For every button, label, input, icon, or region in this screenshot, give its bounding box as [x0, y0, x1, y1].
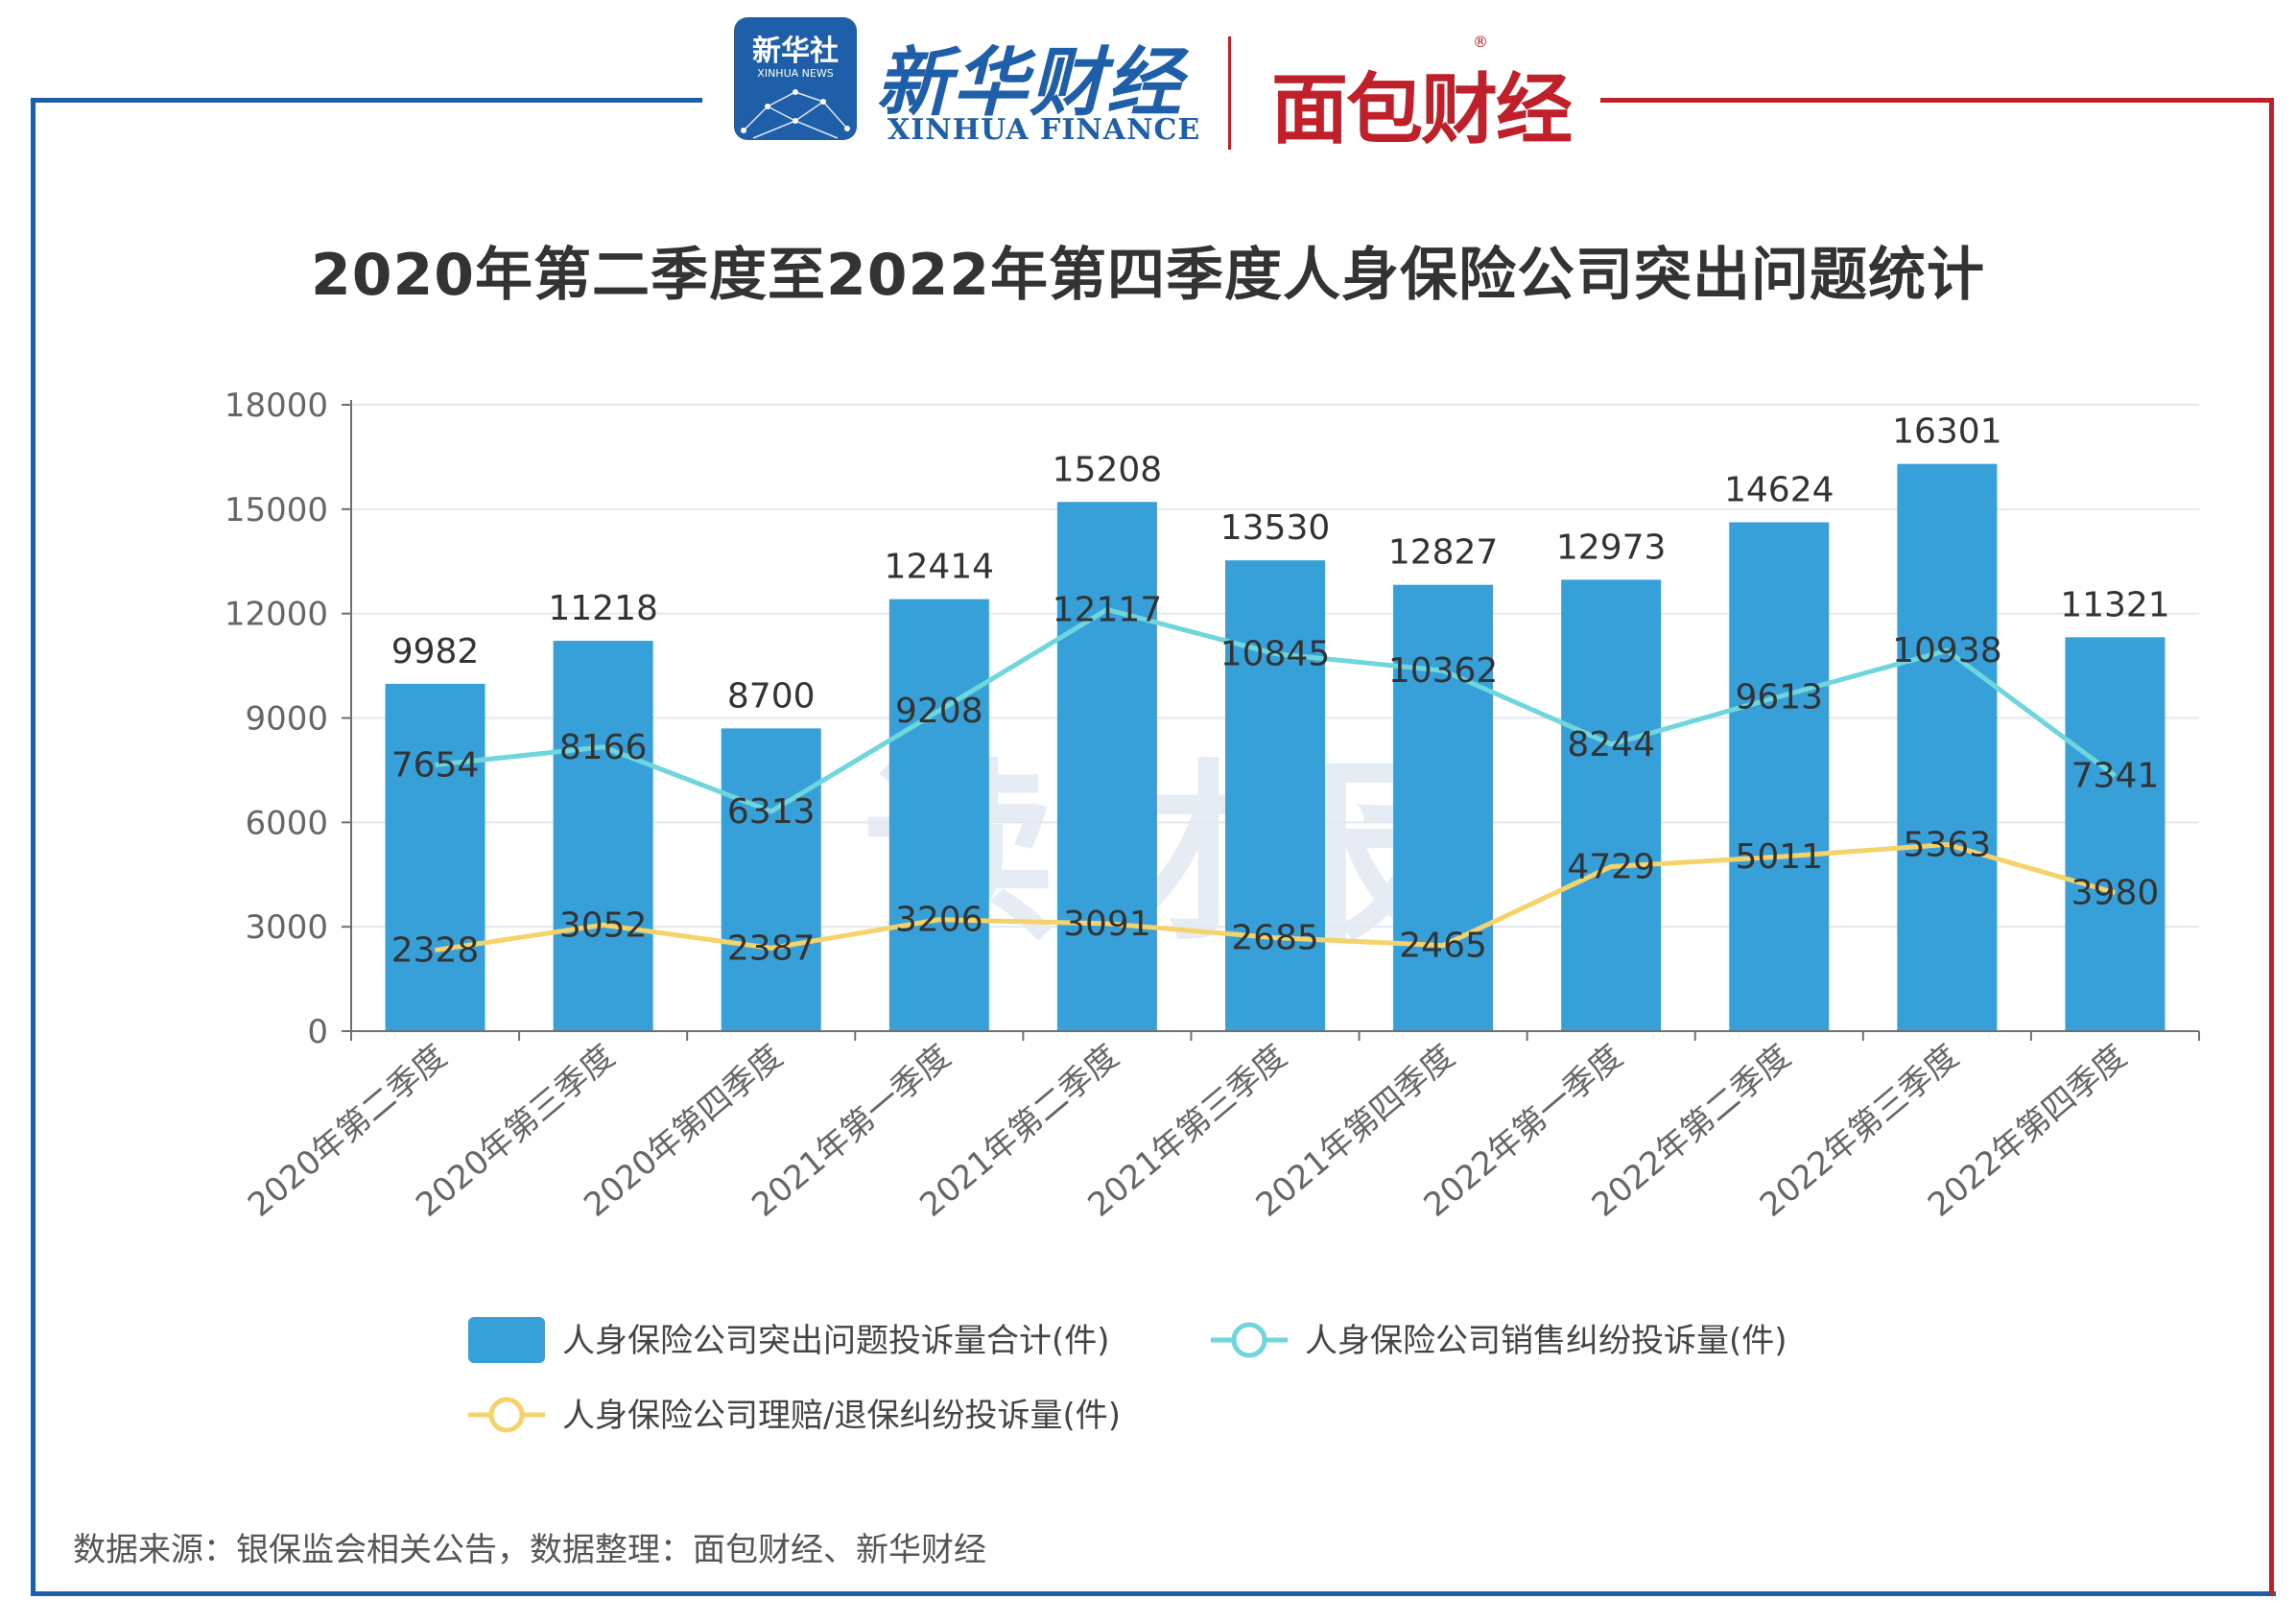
bar [721, 728, 821, 1031]
bar-data-label: 8700 [727, 676, 816, 716]
y-tick-label: 3000 [245, 908, 328, 947]
bar-data-label: 11218 [548, 589, 658, 628]
bar [1393, 584, 1494, 1031]
line-data-label: 2328 [391, 931, 480, 971]
bar-data-label: 12827 [1388, 533, 1499, 573]
header-logos: 新华社 XINHUA NEWS 新华财经 XINHUA FINANCE 面包财经… [734, 17, 1588, 161]
line-data-label: 3052 [559, 906, 648, 945]
line-data-label: 8244 [1567, 725, 1655, 764]
bar [1897, 463, 1998, 1031]
legend-label: 人身保险公司突出问题投诉量合计(件) [562, 1322, 1110, 1360]
line-data-label: 5011 [1735, 837, 1823, 877]
bar-data-label: 14624 [1724, 470, 1834, 509]
line-data-label: 10845 [1220, 635, 1331, 674]
line-data-label: 10362 [1388, 651, 1499, 691]
mianbao-finance-logo: 面包财经 [1271, 65, 1573, 154]
legend-bar-swatch [468, 1317, 545, 1363]
logo-tile-cn: 新华社 [752, 35, 839, 68]
line-data-label: 6313 [727, 792, 816, 832]
line-data-label: 7654 [391, 745, 480, 785]
line-data-label: 9208 [895, 692, 983, 731]
y-tick-label: 6000 [245, 804, 328, 842]
line-data-label: 3980 [2071, 874, 2160, 913]
y-tick-label: 15000 [225, 491, 328, 529]
xinhua-news-logo: 新华社 XINHUA NEWS [734, 17, 857, 140]
legend-label: 人身保险公司理赔/退保纠纷投诉量(件) [562, 1397, 1121, 1435]
bar-data-label: 12973 [1556, 528, 1667, 567]
bar-data-label: 15208 [1053, 450, 1163, 489]
bar [1729, 522, 1830, 1031]
registered-mark: ® [1473, 33, 1488, 51]
y-tick-label: 18000 [225, 387, 328, 425]
source-note: 数据来源：银保监会相关公告，数据整理：面包财经、新华财经 [73, 1531, 986, 1569]
y-tick-label: 12000 [225, 596, 328, 634]
line-data-label: 4729 [1567, 847, 1655, 886]
bar-data-label: 16301 [1892, 412, 2002, 452]
line-data-label: 5363 [1904, 825, 1992, 864]
y-tick-label: 9000 [245, 700, 328, 739]
frame-top-left-blue [31, 98, 702, 103]
chart-title: 2020年第二季度至2022年第四季度人身保险公司突出问题统计 [311, 242, 1985, 309]
frame-left-blue [31, 98, 36, 1596]
bar [553, 641, 653, 1031]
line-data-label: 10938 [1892, 631, 2002, 670]
line-data-label: 8166 [559, 728, 648, 767]
logo-divider [1228, 36, 1231, 150]
line-data-label: 3091 [1063, 905, 1151, 944]
frame-bottom-blue [31, 1591, 2276, 1596]
xinhua-finance-logo-cn: 新华财经 [876, 39, 1184, 127]
bar [1561, 579, 1662, 1031]
line-data-label: 9613 [1735, 677, 1823, 717]
line-data-label: 2465 [1399, 927, 1487, 966]
frame-right-red [2269, 98, 2274, 1596]
y-tick-label: 0 [307, 1013, 328, 1051]
bar [1056, 502, 1157, 1031]
legend-circle-marker [488, 1397, 525, 1433]
sales-dispute-line [435, 606, 2117, 814]
bar-data-label: 13530 [1220, 508, 1331, 548]
bar [1225, 560, 1325, 1031]
bar [385, 683, 485, 1031]
network-icon [741, 89, 850, 139]
frame-top-right-red [1600, 98, 2274, 103]
line-data-label: 2387 [727, 929, 816, 968]
bar-data-label: 12414 [885, 548, 995, 587]
logo-tile-en: XINHUA NEWS [757, 67, 834, 80]
line-data-label: 7341 [2071, 757, 2160, 796]
line-data-label: 2685 [1231, 919, 1319, 958]
bar [2065, 637, 2166, 1031]
legend-circle-marker [1231, 1322, 1267, 1358]
line-data-label: 3206 [895, 901, 983, 940]
line-data-label: 12117 [1053, 590, 1163, 629]
xinhua-finance-logo-en: XINHUA FINANCE [888, 113, 1201, 147]
bar-data-label: 11321 [2060, 585, 2170, 624]
claims-dispute-line [435, 841, 2117, 953]
bar [888, 599, 989, 1031]
legend-label: 人身保险公司销售纠纷投诉量(件) [1305, 1322, 1787, 1360]
bar-data-label: 9982 [391, 632, 480, 671]
